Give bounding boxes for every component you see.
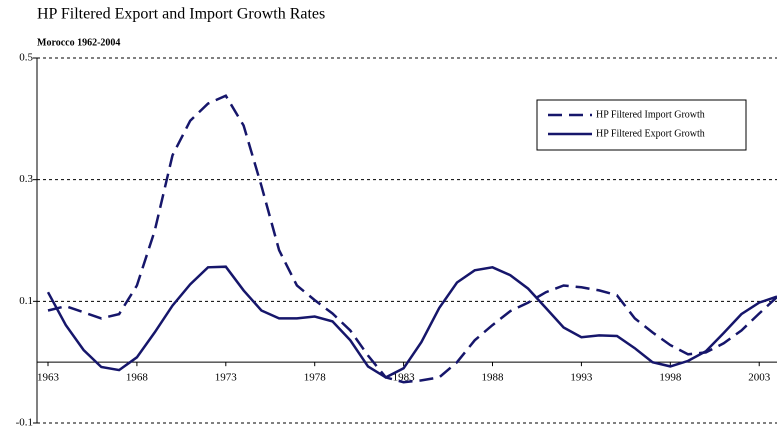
y-tick-label: 0.1	[19, 295, 33, 307]
x-tick-label: 2003	[748, 372, 771, 384]
data-line	[46, 265, 777, 379]
legend-label: HP Filtered Export Growth	[596, 128, 705, 139]
x-tick-label: 1998	[659, 372, 682, 384]
y-tick-label: -0.1	[16, 417, 33, 428]
x-tick-label: 1993	[570, 372, 593, 384]
x-tick-label: 1988	[482, 372, 505, 384]
legend-box	[536, 99, 747, 151]
x-tick-label: 1973	[215, 372, 238, 384]
chart-title: HP Filtered Export and Import Growth Rat…	[37, 6, 325, 23]
x-tick-label: 1963	[37, 372, 60, 384]
y-tick-label: 0.3	[19, 173, 33, 185]
x-tick-label: 1968	[126, 372, 149, 384]
chart-subtitle: Morocco 1962-2004	[37, 37, 120, 48]
legend-label: HP Filtered Import Growth	[596, 109, 705, 120]
y-tick-label: 0.5	[19, 52, 33, 64]
data-line	[47, 94, 777, 384]
x-tick-label: 1978	[304, 372, 327, 384]
